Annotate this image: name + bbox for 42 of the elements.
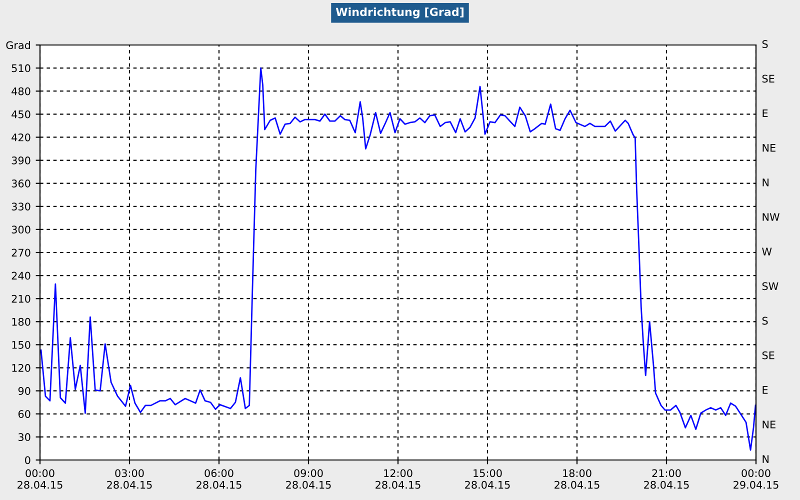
text: S [762, 40, 768, 48]
y-tick-label: 390 [12, 156, 30, 164]
y-tick-label: 150 [12, 340, 30, 349]
y-tick-label: 510 [12, 64, 30, 72]
y-tick-label: 0 [25, 456, 30, 464]
y-tick-label: 300 [12, 226, 30, 234]
text: SE [762, 351, 774, 360]
y-tick-label: 30 [18, 433, 30, 442]
text: E [762, 109, 768, 118]
text: NE [762, 420, 776, 428]
text: SW [762, 282, 778, 290]
y-tick-label: 210 [12, 294, 30, 303]
x-tick-label: 15:00 28.04.15 [465, 469, 510, 489]
y-tick-label: 450 [12, 110, 30, 118]
x-tick-label: 06:00 28.04.15 [196, 469, 242, 489]
text: NE [762, 144, 776, 152]
text: NW [762, 213, 780, 221]
x-tick-label: 18:00 28.04.15 [554, 469, 600, 489]
y-tick-label: 270 [12, 248, 30, 257]
y-tick-label: 480 [12, 87, 30, 96]
text: E [762, 386, 768, 394]
y-tick-label: 180 [12, 318, 30, 326]
text: S [762, 316, 768, 325]
y-tick-label: 90 [18, 387, 30, 395]
x-tick-label: 00:00 28.04.15 [18, 469, 62, 489]
y-tick-label: 120 [12, 364, 30, 372]
x-tick-label: 00:00 29.04.15 [734, 469, 778, 489]
y-tick-label: 60 [18, 410, 30, 418]
y-tick-label: 360 [12, 180, 30, 188]
x-tick-label: 03:00 28.04.15 [107, 469, 152, 489]
x-tick-label: 21:00 28.04.15 [644, 469, 689, 489]
text: N [762, 455, 768, 463]
y-tick-label: Grad [6, 41, 30, 50]
x-tick-label: 12:00 28.04.15 [376, 469, 420, 489]
y-tick-label: 330 [12, 202, 30, 210]
text: W [762, 248, 772, 256]
text: N [762, 178, 768, 186]
chart-title: Windrichtung [Grad] [336, 8, 464, 18]
y-tick-label: 420 [12, 133, 30, 142]
text: SE [762, 74, 774, 83]
x-tick-label: 09:00 28.04.15 [286, 469, 331, 489]
y-tick-label: 240 [12, 272, 30, 280]
